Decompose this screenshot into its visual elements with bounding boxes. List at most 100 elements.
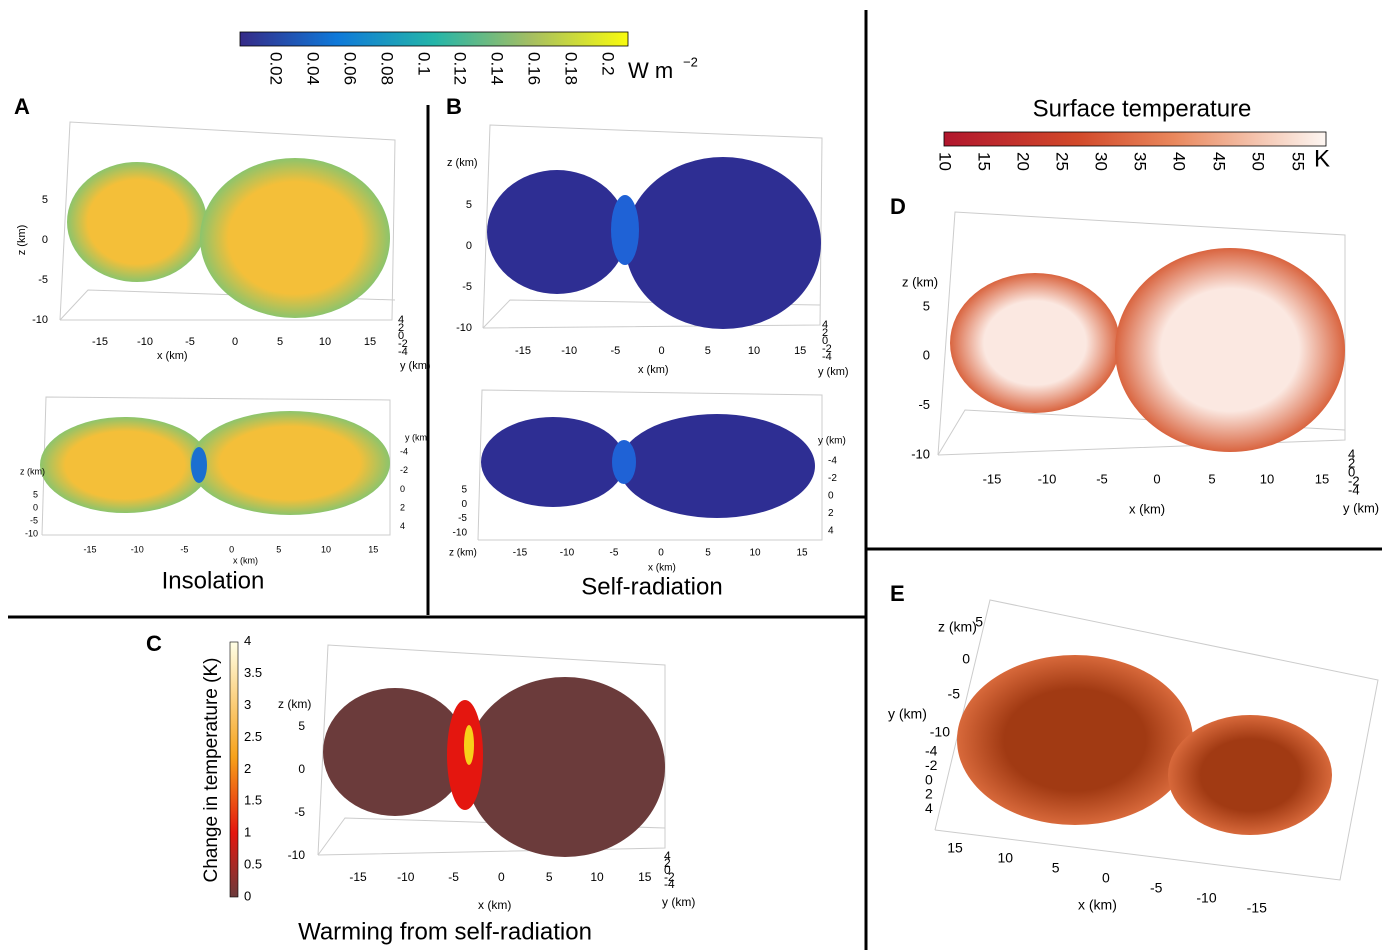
z-tick-label: 0 (42, 234, 48, 246)
z-tick-label: -10 (456, 322, 472, 334)
colorbar-tick-label: 25 (1053, 152, 1072, 171)
y-tick-label: -2 (664, 870, 675, 884)
x-tick-label: -10 (1038, 471, 1057, 486)
colorbar-tick-label: 0.12 (451, 52, 470, 85)
x-tick-label: -5 (448, 870, 459, 884)
colorbar-tick-label: 0.08 (378, 52, 397, 85)
x-tick-label: -15 (515, 345, 531, 357)
x-tick-label: 5 (705, 548, 711, 559)
x-tick-label: 10 (590, 870, 604, 884)
colorbar-tick-label: 40 (1170, 152, 1189, 171)
colorbar-title: Surface temperature (1033, 95, 1252, 122)
caption: Self-radiation (581, 573, 722, 600)
x-tick-label: 15 (1315, 471, 1329, 486)
x-axis-label: x (km) (233, 555, 258, 565)
z-tick-label: 5 (975, 614, 983, 630)
y-tick-label: 2 (398, 322, 404, 334)
y-axis-label: y (km) (400, 360, 431, 372)
y-tick-label: 2 (400, 502, 405, 512)
colorbar (229, 641, 239, 898)
y-tick-label: 4 (822, 319, 828, 331)
x-tick-label: 5 (276, 544, 281, 554)
colorbar-tick-label: 2.5 (244, 729, 262, 744)
x-tick-label: -15 (92, 336, 108, 348)
y-tick-label: 2 (822, 327, 828, 339)
y-tick-label: 2 (1348, 455, 1355, 470)
colorbar-tick-label: 45 (1210, 152, 1229, 171)
x-tick-label: 10 (319, 336, 331, 348)
x-tick-label: 0 (1153, 471, 1160, 486)
colorbar-tick-label: 0.02 (267, 52, 286, 85)
x-tick-label: 15 (947, 840, 963, 856)
x-tick-label: 15 (368, 544, 378, 554)
y-tick-label: 0 (828, 491, 834, 502)
y-tick-label: 0 (664, 863, 671, 877)
y-axis-label: y (km) (405, 432, 430, 442)
colorbar-tick-label: 0.04 (304, 52, 323, 85)
colorbar-tick-label: 10 (936, 152, 955, 171)
x-tick-label: 15 (638, 870, 652, 884)
x-tick-label: 5 (1208, 471, 1215, 486)
z-tick-label: -5 (30, 515, 38, 525)
colorbar (943, 131, 1327, 147)
x-tick-label: -10 (1196, 890, 1216, 906)
y-tick-label: 4 (828, 526, 834, 537)
colorbar-tick-label: 0.2 (599, 52, 618, 76)
y-axis-label: y (km) (1343, 500, 1379, 515)
x-tick-label: 0 (1102, 870, 1110, 886)
y-axis-label: y (km) (818, 436, 846, 447)
colorbar-tick-label: 50 (1249, 152, 1268, 171)
x-tick-label: -5 (1096, 471, 1108, 486)
y-tick-label: 4 (1348, 446, 1355, 461)
y-tick-label: 4 (664, 849, 671, 863)
y-tick-label: -2 (1348, 473, 1360, 488)
colorbar-tick-label: 15 (975, 152, 994, 171)
z-tick-label: -5 (948, 686, 961, 702)
y-tick-label: -4 (664, 877, 675, 891)
x-tick-label: 10 (748, 345, 760, 357)
x-tick-label: 5 (705, 345, 711, 357)
z-tick-label: 0 (466, 240, 472, 252)
x-tick-label: 15 (794, 345, 806, 357)
x-tick-label: 10 (321, 544, 331, 554)
y-tick-label: 0 (398, 330, 404, 342)
z-tick-label: 0 (33, 502, 38, 512)
z-axis-label: z (km) (447, 157, 478, 169)
z-tick-label: -10 (25, 528, 38, 538)
colorbar-tick-label: 35 (1131, 152, 1150, 171)
x-tick-label: -5 (1150, 880, 1163, 896)
x-tick-label: -10 (137, 336, 153, 348)
colorbar-tick-label: 0.06 (341, 52, 360, 85)
colorbar-tick-label: 2 (244, 761, 251, 776)
z-tick-label: -10 (453, 528, 468, 539)
x-tick-label: 15 (364, 336, 376, 348)
z-tick-label: -5 (918, 397, 930, 412)
x-tick-label: 5 (546, 870, 553, 884)
x-tick-label: 5 (277, 336, 283, 348)
y-tick-label: 4 (398, 314, 404, 326)
z-tick-label: -10 (32, 314, 48, 326)
x-axis-label: x (km) (638, 364, 669, 376)
z-tick-label: 0 (461, 499, 467, 510)
caption: Warming from self-radiation (298, 918, 592, 945)
colorbar-tick-label: 0 (244, 888, 251, 903)
x-tick-label: 10 (1260, 471, 1274, 486)
y-tick-label: -2 (828, 473, 837, 484)
colorbar-label: Change in temperature (K) (201, 658, 222, 883)
x-tick-label: 0 (658, 548, 664, 559)
z-tick-label: 0 (923, 348, 930, 363)
z-tick-label: -10 (930, 724, 950, 740)
panel-letter: E (890, 581, 905, 606)
x-tick-label: -5 (185, 336, 195, 348)
z-tick-label: 5 (33, 489, 38, 499)
colorbar-tick-label: 3.5 (244, 665, 262, 680)
panel-letter: C (146, 631, 162, 656)
y-tick-label: -2 (822, 343, 832, 355)
x-tick-label: -15 (1247, 900, 1267, 916)
x-tick-label: -15 (983, 471, 1002, 486)
colorbar-unit-exponent: −2 (683, 54, 698, 69)
panel-letter: B (446, 94, 462, 119)
colorbar-unit: K (1314, 145, 1330, 172)
x-tick-label: 0 (229, 544, 234, 554)
